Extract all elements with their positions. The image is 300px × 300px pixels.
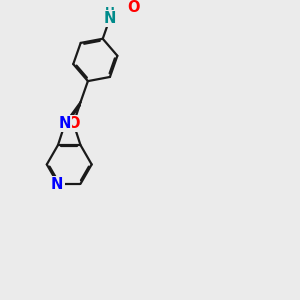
Text: O: O (127, 0, 140, 15)
Text: N: N (51, 177, 63, 192)
Text: O: O (67, 116, 80, 131)
Text: N: N (103, 11, 116, 26)
Text: H: H (105, 6, 115, 19)
Text: N: N (59, 116, 71, 131)
